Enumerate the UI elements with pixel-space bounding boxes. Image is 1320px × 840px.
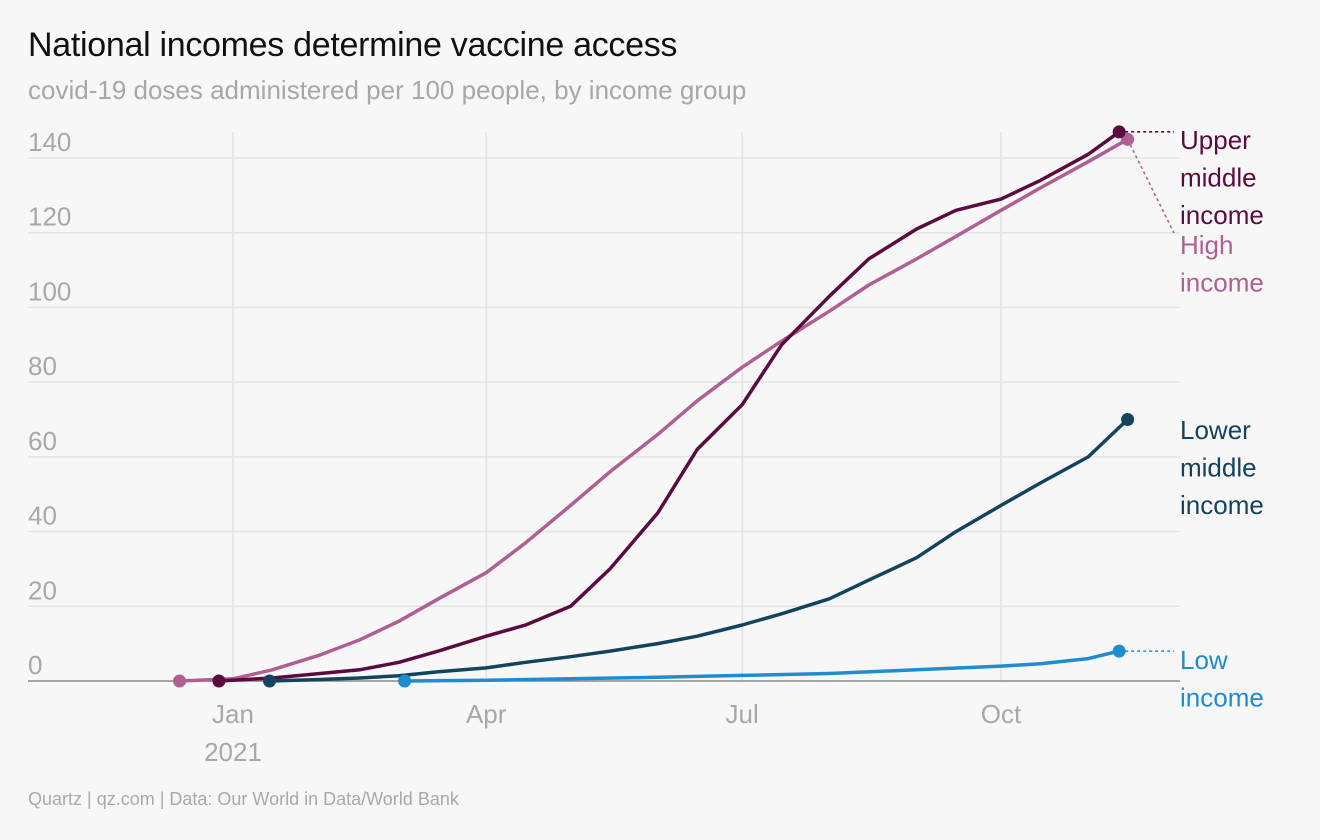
series-label: High income	[1180, 230, 1264, 298]
y-tick-label: 0	[28, 650, 42, 680]
x-tick-label: Oct	[981, 699, 1022, 729]
series-line	[177, 137, 1130, 683]
source-note: Quartz | qz.com | Data: Our World in Dat…	[28, 789, 459, 809]
x-tick-sublabel: 2021	[204, 737, 262, 767]
series-start-point	[263, 674, 277, 688]
chart-title: National incomes determine vaccine acces…	[28, 26, 678, 64]
series-start-point	[212, 674, 226, 688]
y-tick-label: 120	[28, 202, 71, 232]
leader-line	[1126, 138, 1175, 234]
y-tick-label: 100	[28, 276, 71, 306]
series-end-point	[1121, 413, 1135, 426]
y-tick-label: 20	[28, 575, 57, 605]
series-start-point	[173, 674, 187, 688]
x-tick-label: Jul	[726, 699, 759, 729]
axis-ticks: 0 20 40 60 80 100 120 140 Jan 2021 Apr Jul Oct	[28, 127, 1022, 767]
series-line	[267, 417, 1130, 683]
y-tick-label: 80	[28, 351, 57, 381]
series-line	[402, 649, 1121, 683]
x-tick-label: Apr	[466, 699, 507, 729]
y-tick-label: 40	[28, 501, 57, 531]
series-lines	[173, 125, 1135, 688]
series-label: Upper middle income	[1180, 125, 1264, 230]
chart-subtitle: covid-19 doses administered per 100 peop…	[28, 75, 747, 105]
series-label: Lower middle income	[1180, 415, 1264, 520]
x-tick-label: Jan	[212, 699, 254, 729]
series-line	[217, 130, 1121, 683]
y-tick-label: 60	[28, 426, 57, 456]
series-start-point	[398, 674, 412, 688]
series-label: Low income	[1180, 645, 1264, 713]
y-tick-label: 140	[28, 127, 71, 157]
gridlines	[28, 132, 1180, 682]
